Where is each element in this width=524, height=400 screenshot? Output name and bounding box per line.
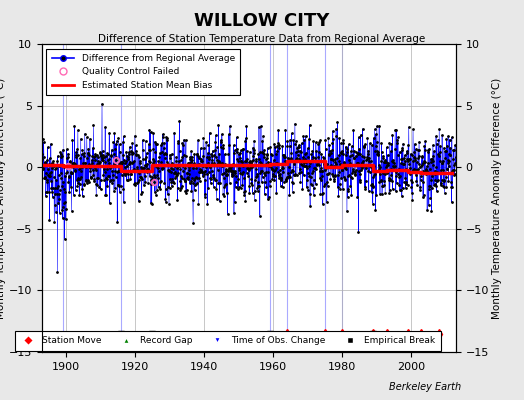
Y-axis label: Monthly Temperature Anomaly Difference (°C): Monthly Temperature Anomaly Difference (… <box>492 77 502 319</box>
Text: Difference of Station Temperature Data from Regional Average: Difference of Station Temperature Data f… <box>99 34 425 44</box>
Text: Berkeley Earth: Berkeley Earth <box>389 382 461 392</box>
Text: WILLOW CITY: WILLOW CITY <box>194 12 330 30</box>
Y-axis label: Monthly Temperature Anomaly Difference (°C): Monthly Temperature Anomaly Difference (… <box>0 77 6 319</box>
Legend: Station Move, Record Gap, Time of Obs. Change, Empirical Break: Station Move, Record Gap, Time of Obs. C… <box>15 331 441 350</box>
